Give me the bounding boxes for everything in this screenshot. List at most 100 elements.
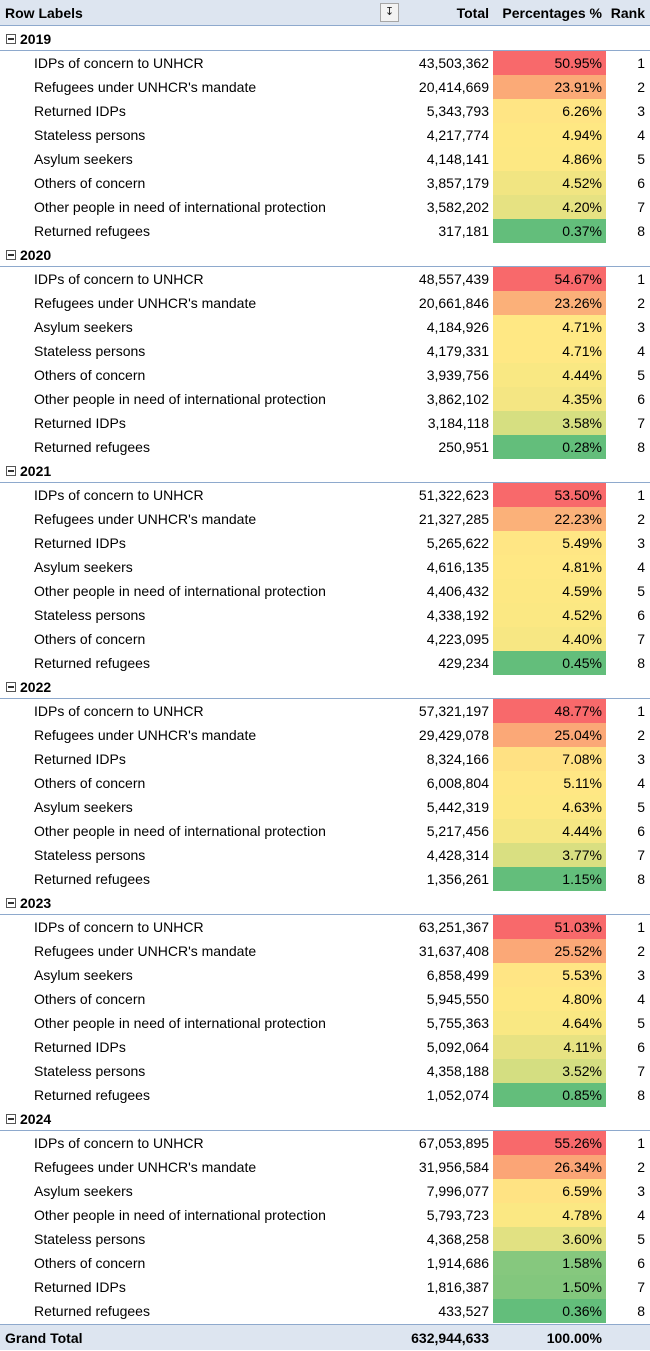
year-group-row[interactable]: 2022 (0, 675, 650, 699)
table-row[interactable]: Returned IDPs 3,184,118 3.58% 7 (0, 411, 650, 435)
table-row[interactable]: Others of concern 3,939,756 4.44% 5 (0, 363, 650, 387)
total-value: 7,996,077 (426, 1183, 489, 1199)
row-label: Others of concern (34, 175, 146, 191)
table-row[interactable]: Asylum seekers 6,858,499 5.53% 3 (0, 963, 650, 987)
table-row[interactable]: Stateless persons 4,179,331 4.71% 4 (0, 339, 650, 363)
percentage-cell: 0.37% (493, 219, 606, 243)
table-row[interactable]: Stateless persons 4,338,192 4.52% 6 (0, 603, 650, 627)
table-row[interactable]: Returned IDPs 5,092,064 4.11% 6 (0, 1035, 650, 1059)
percentage-cell: 1.58% (493, 1251, 606, 1275)
rank-value: 4 (637, 775, 645, 791)
table-row[interactable]: Asylum seekers 4,616,135 4.81% 4 (0, 555, 650, 579)
table-row[interactable]: Returned IDPs 5,265,622 5.49% 3 (0, 531, 650, 555)
table-row[interactable]: Returned refugees 433,527 0.36% 8 (0, 1299, 650, 1323)
table-row[interactable]: Others of concern 4,223,095 4.40% 7 (0, 627, 650, 651)
percentage-cell: 23.91% (493, 75, 606, 99)
year-group-row[interactable]: 2020 (0, 243, 650, 267)
year-group-row[interactable]: 2019 (0, 27, 650, 51)
row-label: Asylum seekers (34, 799, 133, 815)
percentage-cell: 4.52% (493, 603, 606, 627)
total-value: 4,616,135 (426, 559, 489, 575)
table-row[interactable]: Other people in need of international pr… (0, 819, 650, 843)
table-row[interactable]: Asylum seekers 4,184,926 4.71% 3 (0, 315, 650, 339)
table-row[interactable]: IDPs of concern to UNHCR 51,322,623 53.50%… (0, 483, 650, 507)
row-label: Returned IDPs (34, 415, 126, 431)
total-value: 6,008,804 (426, 775, 489, 791)
table-row[interactable]: Stateless persons 4,358,188 3.52% 7 (0, 1059, 650, 1083)
collapse-icon[interactable] (6, 682, 16, 692)
total-value: 5,217,456 (426, 823, 489, 839)
percentage-cell: 4.86% (493, 147, 606, 171)
percentage-cell: 4.35% (493, 387, 606, 411)
table-row[interactable]: Returned IDPs 8,324,166 7.08% 3 (0, 747, 650, 771)
rank-value: 2 (637, 943, 645, 959)
rank-value: 3 (637, 1183, 645, 1199)
year-group-row[interactable]: 2023 (0, 891, 650, 915)
table-row[interactable]: Asylum seekers 4,148,141 4.86% 5 (0, 147, 650, 171)
total-value: 4,406,432 (426, 583, 489, 599)
year-group-row[interactable]: 2021 (0, 459, 650, 483)
collapse-icon[interactable] (6, 250, 16, 260)
table-row[interactable]: Asylum seekers 7,996,077 6.59% 3 (0, 1179, 650, 1203)
percentage-cell: 6.59% (493, 1179, 606, 1203)
table-row[interactable]: Returned refugees 250,951 0.28% 8 (0, 435, 650, 459)
table-row[interactable]: Others of concern 3,857,179 4.52% 6 (0, 171, 650, 195)
table-row[interactable]: Other people in need of international pr… (0, 195, 650, 219)
table-row[interactable]: Other people in need of international pr… (0, 1011, 650, 1035)
rank-value: 7 (637, 415, 645, 431)
table-row[interactable]: Stateless persons 4,217,774 4.94% 4 (0, 123, 650, 147)
table-row[interactable]: Stateless persons 4,428,314 3.77% 7 (0, 843, 650, 867)
row-label: Returned IDPs (34, 1279, 126, 1295)
collapse-icon[interactable] (6, 34, 16, 44)
collapse-icon[interactable] (6, 466, 16, 476)
total-value: 6,858,499 (426, 967, 489, 983)
table-row[interactable]: Returned IDPs 1,816,387 1.50% 7 (0, 1275, 650, 1299)
table-row[interactable]: Returned refugees 429,234 0.45% 8 (0, 651, 650, 675)
row-label: Returned IDPs (34, 103, 126, 119)
percentage-cell: 50.95% (493, 51, 606, 75)
rank-value: 1 (637, 703, 645, 719)
total-value: 3,862,102 (426, 391, 489, 407)
table-row[interactable]: Returned refugees 1,052,074 0.85% 8 (0, 1083, 650, 1107)
table-row[interactable]: Other people in need of international pr… (0, 387, 650, 411)
sort-filter-icon[interactable]: ↧ (380, 3, 399, 22)
row-label: Asylum seekers (34, 151, 133, 167)
collapse-icon[interactable] (6, 1114, 16, 1124)
table-row[interactable]: Other people in need of international pr… (0, 1203, 650, 1227)
table-row[interactable]: IDPs of concern to UNHCR 67,053,895 55.26%… (0, 1131, 650, 1155)
table-row[interactable]: Others of concern 5,945,550 4.80% 4 (0, 987, 650, 1011)
table-row[interactable]: Refugees under UNHCR's mandate 21,327,285… (0, 507, 650, 531)
table-row[interactable]: Asylum seekers 5,442,319 4.63% 5 (0, 795, 650, 819)
table-row[interactable]: Refugees under UNHCR's mandate 31,956,584… (0, 1155, 650, 1179)
table-row[interactable]: Returned refugees 317,181 0.37% 8 (0, 219, 650, 243)
total-value: 20,414,669 (418, 79, 489, 95)
table-row[interactable]: Stateless persons 4,368,258 3.60% 5 (0, 1227, 650, 1251)
table-row[interactable]: Refugees under UNHCR's mandate 31,637,408… (0, 939, 650, 963)
row-label: Returned refugees (34, 655, 150, 671)
row-label: Returned refugees (34, 223, 150, 239)
table-row[interactable]: IDPs of concern to UNHCR 43,503,362 50.95%… (0, 51, 650, 75)
total-value: 4,368,258 (426, 1231, 489, 1247)
total-value: 48,557,439 (418, 271, 489, 287)
table-row[interactable]: Returned refugees 1,356,261 1.15% 8 (0, 867, 650, 891)
table-row[interactable]: Others of concern 6,008,804 5.11% 4 (0, 771, 650, 795)
table-row[interactable]: Other people in need of international pr… (0, 579, 650, 603)
year-group-row[interactable]: 2024 (0, 1107, 650, 1131)
rank-value: 6 (637, 1039, 645, 1055)
row-label: IDPs of concern to UNHCR (34, 271, 204, 287)
table-row[interactable]: IDPs of concern to UNHCR 63,251,367 51.03%… (0, 915, 650, 939)
collapse-icon[interactable] (6, 898, 16, 908)
table-row[interactable]: Refugees under UNHCR's mandate 20,661,846… (0, 291, 650, 315)
total-value: 57,321,197 (418, 703, 489, 719)
percentage-cell: 3.52% (493, 1059, 606, 1083)
table-row[interactable]: Returned IDPs 5,343,793 6.26% 3 (0, 99, 650, 123)
rank-value: 6 (637, 175, 645, 191)
rank-value: 8 (637, 871, 645, 887)
table-row[interactable]: IDPs of concern to UNHCR 48,557,439 54.67%… (0, 267, 650, 291)
table-row[interactable]: Others of concern 1,914,686 1.58% 6 (0, 1251, 650, 1275)
total-value: 20,661,846 (418, 295, 489, 311)
table-row[interactable]: Refugees under UNHCR's mandate 20,414,669… (0, 75, 650, 99)
table-row[interactable]: Refugees under UNHCR's mandate 29,429,078… (0, 723, 650, 747)
rank-value: 5 (637, 799, 645, 815)
table-row[interactable]: IDPs of concern to UNHCR 57,321,197 48.77%… (0, 699, 650, 723)
